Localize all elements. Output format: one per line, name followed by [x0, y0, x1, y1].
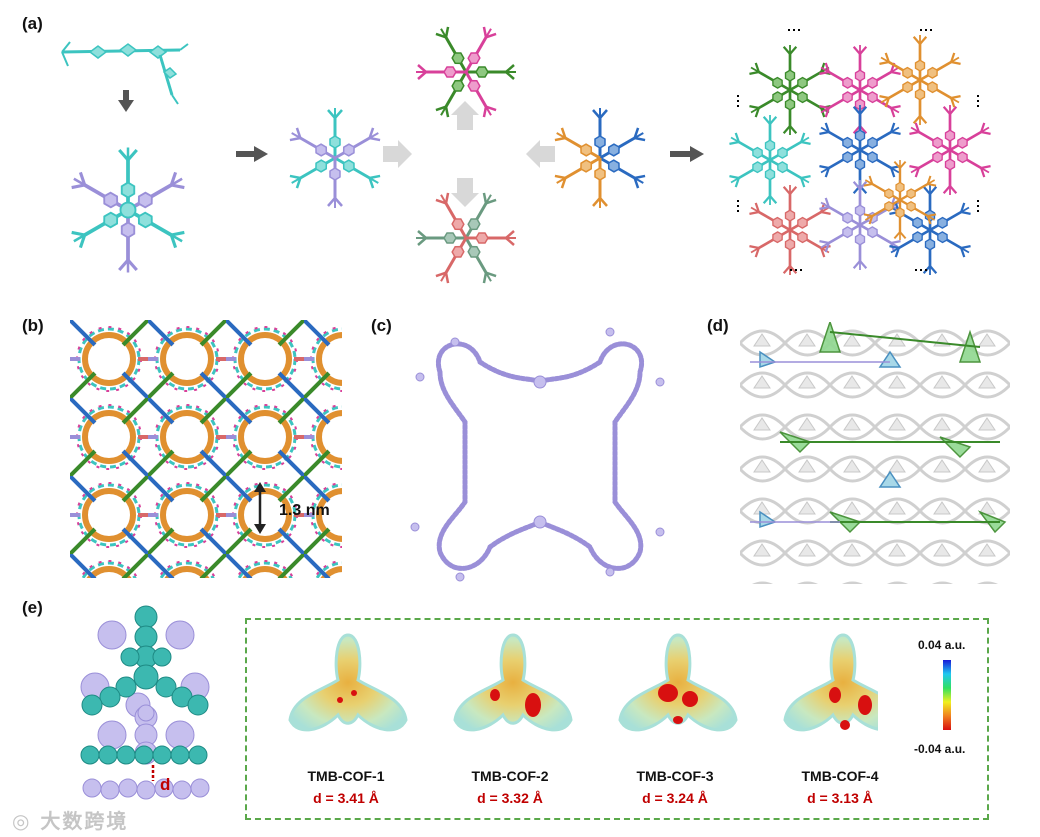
watermark: ◎ 大数跨境	[12, 805, 128, 834]
panel-b-graphic	[70, 320, 342, 578]
dimer-blue-orange	[551, 106, 649, 210]
panel-label-d: (d)	[707, 316, 729, 335]
panel-d-graphic	[740, 322, 1010, 584]
distance-symbol: d	[160, 775, 171, 794]
monomer-side-view	[61, 41, 189, 105]
arrow-right-icon	[236, 146, 268, 162]
cof-1-name: TMB-COF-1	[307, 768, 385, 784]
esp-maps-box	[245, 618, 989, 820]
esp-map-cof-1	[288, 633, 408, 732]
cof-1-distance: d = 3.41 Å	[313, 790, 379, 806]
cof-2-name: TMB-COF-2	[471, 768, 549, 784]
pore-size-arrow	[254, 482, 266, 534]
cof-4-name: TMB-COF-4	[801, 768, 879, 784]
esp-maps	[288, 633, 878, 732]
space-filling-top-view	[80, 605, 210, 765]
arrow-down-icon	[118, 90, 134, 112]
panel-label-b: (b)	[22, 316, 44, 335]
panel-label-a: (a)	[22, 14, 43, 33]
panel-label-c: (c)	[371, 316, 392, 335]
assembled-framework	[728, 29, 992, 275]
cof-3-name: TMB-COF-3	[636, 768, 714, 784]
cof-4-distance: d = 3.13 Å	[807, 790, 873, 806]
arrow-right-icon-2	[670, 146, 704, 162]
esp-map-cof-2	[453, 633, 573, 732]
watermark-logo-icon: ◎	[12, 809, 32, 833]
esp-map-cof-3	[618, 633, 738, 732]
space-filling-side-view	[80, 745, 210, 800]
cof-3-distance: d = 3.24 Å	[642, 790, 708, 806]
gray-arrows	[383, 101, 555, 207]
colorbar-min-label: -0.04 a.u.	[914, 742, 966, 756]
panel-e-molecule	[80, 605, 210, 800]
panel-c-graphic	[410, 327, 665, 582]
colorbar	[943, 660, 951, 730]
colorbar-max-label: 0.04 a.u.	[918, 638, 966, 652]
pore-size-label: 1.3 nm	[279, 502, 330, 519]
cof-2-distance: d = 3.32 Å	[477, 790, 543, 806]
esp-map-cof-4	[783, 633, 878, 732]
dimer-cyan-purple	[286, 106, 384, 210]
panel-label-e: (e)	[22, 598, 43, 617]
monomer-top-view	[67, 145, 189, 275]
watermark-text: 大数跨境	[40, 809, 129, 833]
panel-a-graphic	[61, 23, 1040, 287]
